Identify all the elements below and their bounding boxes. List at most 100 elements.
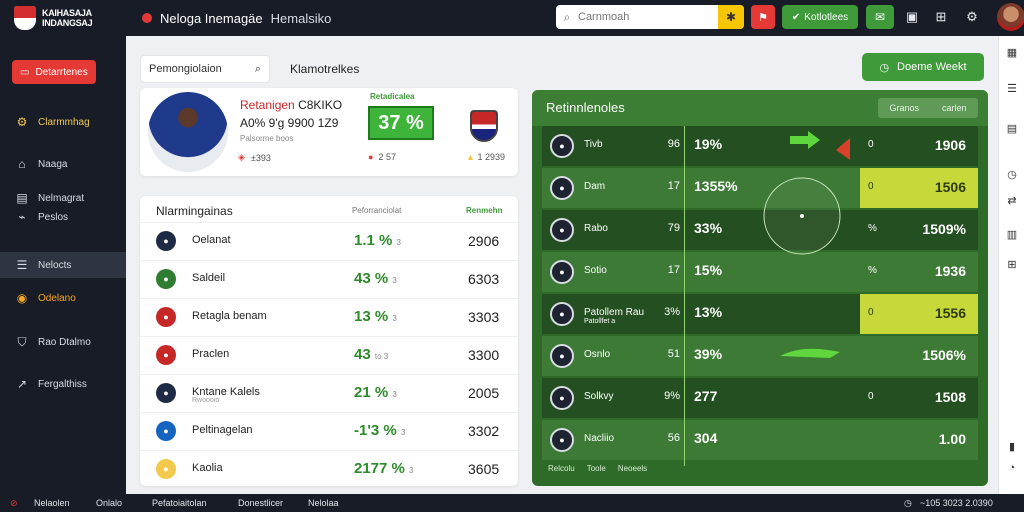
- table-row[interactable]: ● Oelanat 1.1 % 3 2906: [140, 222, 518, 258]
- check-icon: ✔: [791, 11, 801, 23]
- team-logo-icon: ●: [550, 218, 574, 242]
- row-percent-sub: to 3: [374, 352, 389, 361]
- timer-icon: ◷: [904, 497, 912, 508]
- share-icon[interactable]: ⇄: [1007, 194, 1017, 207]
- live-row[interactable]: ● Patollem Rau Patollfet a 3% 13% 0 1556: [542, 294, 978, 334]
- sidebar-item-nelmagrat[interactable]: ▤ Nelmagrat: [0, 188, 126, 208]
- live-row[interactable]: ● Solkvy 9% 277 0 1508: [542, 378, 978, 418]
- calendar-icon[interactable]: ▦: [1006, 46, 1018, 59]
- ranking-col-value[interactable]: Renmehn: [466, 206, 503, 215]
- row-value: 3605: [468, 461, 500, 477]
- live-row[interactable]: ● Dam 17 1355% 0 1506: [542, 168, 978, 208]
- sidebar-item-fergalthiss[interactable]: ↗ Fergalthiss: [0, 374, 126, 394]
- chat-button[interactable]: ✉: [866, 5, 894, 29]
- user-avatar[interactable]: [997, 3, 1024, 31]
- status-item-a[interactable]: Nelaolen: [34, 498, 70, 508]
- table-row[interactable]: ● Praclen 43 to 3 3300: [140, 336, 518, 372]
- row-percent-value: -1'3 %: [354, 422, 397, 439]
- record-icon: ●: [368, 152, 374, 162]
- row-percent-value: 21 %: [354, 384, 389, 401]
- live-row-name: Solkvy: [584, 391, 614, 402]
- list-icon[interactable]: ☰: [1007, 82, 1017, 95]
- live-row-name: Tivb: [584, 139, 603, 150]
- player-pct-label: Retadicalea: [370, 92, 415, 101]
- search-box[interactable]: ⌕ ✱: [556, 5, 744, 29]
- row-value: 3302: [468, 423, 500, 439]
- status-item-b[interactable]: Onlalo: [96, 498, 123, 508]
- row-percent-value: 13 %: [354, 308, 389, 325]
- page-subtitle[interactable]: Hemalsiko: [270, 10, 332, 26]
- table-row[interactable]: ● Kntane Kalels Rwoooio 21 % 3 2005: [140, 374, 518, 410]
- clock-icon[interactable]: ◷: [1007, 168, 1017, 181]
- grid-icon[interactable]: ⊞: [1007, 258, 1017, 271]
- sidebar-item-nelocts[interactable]: ☰ Nelocts: [0, 252, 126, 278]
- chart-icon[interactable]: ▮: [1008, 440, 1016, 453]
- table-row[interactable]: ● Kaolia 2177 % 3 3605: [140, 450, 518, 486]
- live-row[interactable]: ● Rabo 79 33%% 1509%: [542, 210, 978, 250]
- live-footer-b[interactable]: Toole: [586, 464, 606, 473]
- red-pointer-icon: [836, 138, 850, 160]
- row-percent: 1.1 % 3: [354, 232, 401, 249]
- list-icon: ☰: [16, 258, 28, 272]
- live-ctrl-b[interactable]: carlen: [941, 103, 967, 113]
- status-item-c[interactable]: Pefatoiaitolan: [152, 498, 207, 508]
- search-input[interactable]: [578, 11, 718, 23]
- live-row-name: Patollem Rau: [584, 307, 645, 318]
- document-icon[interactable]: ▤: [1006, 122, 1018, 135]
- table-row[interactable]: ● Retagla benam 13 % 3 3303: [140, 298, 518, 334]
- sidebar-item-naaga[interactable]: ⌂ Naaga: [0, 154, 126, 174]
- team-badge-icon: ●: [156, 421, 176, 441]
- row-name: Oelanat: [192, 234, 231, 246]
- live-row-small: 0: [868, 307, 874, 318]
- camera-icon[interactable]: ▣: [905, 9, 919, 24]
- tab-klamotrelkes[interactable]: Klamotrelkes: [290, 62, 360, 76]
- shield-icon: ⛉: [17, 334, 27, 349]
- sidebar-item-clarmmhag[interactable]: ⚙ Clarmmhag: [0, 112, 126, 132]
- sidebar-item-rao-dtalmo[interactable]: ⛉ Rao Dtalmo: [0, 332, 126, 352]
- player-foot-3-value: 1 2939: [477, 152, 505, 162]
- player-foot-stat-2: ● 2 57: [368, 152, 396, 162]
- player-card[interactable]: Retanigen C8KIKO A0% 9'g 9900 1Z9 Palsor…: [140, 88, 518, 176]
- table-row[interactable]: ● Saldeil 43 % 3 6303: [140, 260, 518, 296]
- live-ctrl-a[interactable]: Granos: [889, 103, 919, 113]
- search-go-button[interactable]: ✱: [718, 5, 744, 29]
- live-header: Retinnlenoles Granos carlen: [532, 90, 988, 126]
- doeme-weekt-button[interactable]: ◷ Doeme Weekt: [862, 53, 984, 81]
- tab-search[interactable]: Pemongiolaion ⌕: [140, 55, 270, 83]
- live-footer-c[interactable]: Neoeels: [617, 464, 648, 473]
- live-row[interactable]: ● Osnlo 51 39% 1506%: [542, 336, 978, 376]
- live-row[interactable]: ● Nacliio 56 304 1.00: [542, 420, 978, 460]
- chat-icon: ✉: [874, 10, 886, 24]
- player-name: Retanigen C8KIKO: [240, 98, 342, 112]
- live-row-name: Rabo: [584, 223, 608, 234]
- ranking-col-performance[interactable]: Peforranciolat: [352, 206, 402, 215]
- brand-logo[interactable]: KAIHASAJA INDANGSAJ: [0, 6, 130, 30]
- team-badge-icon: ●: [156, 345, 176, 365]
- live-title: Retinnlenoles: [546, 100, 625, 115]
- live-row[interactable]: ● Tivb 96 19% 0 1906: [542, 126, 978, 166]
- search-icon: ⌕: [563, 9, 571, 24]
- team-badge-icon: ●: [156, 231, 176, 251]
- team-logo-icon: ●: [550, 344, 574, 368]
- table-row[interactable]: ● Peltinagelan -1'3 % 3 3302: [140, 412, 518, 448]
- layers-icon[interactable]: ▥: [1006, 228, 1018, 241]
- sidebar-item-odelano[interactable]: ◉ Odelano: [0, 288, 126, 308]
- doeme-weekt-label: Doeme Weekt: [897, 61, 967, 73]
- live-row-value: 1936: [934, 263, 966, 279]
- sidebar-cta-button[interactable]: ▭ Detarrtenes: [12, 60, 96, 84]
- player-stat-line: A0% 9'g 9900 1Z9: [240, 116, 339, 130]
- alert-button[interactable]: ⚑: [751, 5, 775, 29]
- apps-icon[interactable]: ⊞: [935, 9, 947, 24]
- pitch-graphic: [684, 126, 850, 466]
- status-item-e[interactable]: Nelolaa: [308, 498, 339, 508]
- status-item-d[interactable]: Donestlicer: [238, 498, 284, 508]
- live-row-value: 1.00: [938, 431, 966, 447]
- green-action-button[interactable]: ✔ Kotlotlees: [782, 5, 858, 29]
- live-footer-a[interactable]: Relcolu: [548, 464, 575, 473]
- live-row-count: 17: [667, 180, 680, 192]
- sidebar-item-peslos[interactable]: ⌁ Peslos: [0, 208, 126, 226]
- live-row-count: 51: [667, 348, 680, 360]
- pie-icon[interactable]: ◔: [1008, 462, 1016, 474]
- live-row[interactable]: ● Sotio 17 15%% 1936: [542, 252, 978, 292]
- settings-icon[interactable]: ⚙: [966, 9, 978, 24]
